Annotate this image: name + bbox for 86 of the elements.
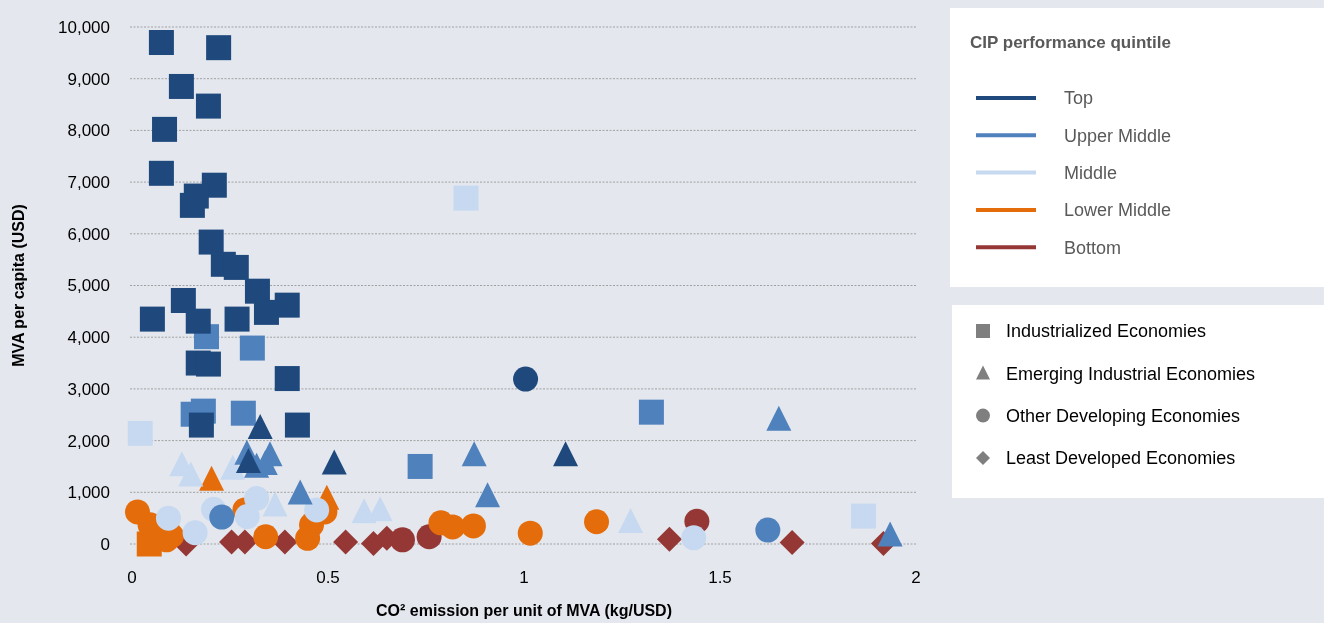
- point: [155, 505, 181, 531]
- point: [407, 453, 433, 479]
- point: [475, 482, 501, 508]
- point: [681, 525, 707, 551]
- legend-label: Upper Middle: [1064, 125, 1172, 146]
- point: [185, 308, 211, 334]
- point: [220, 454, 246, 480]
- point: [755, 517, 781, 543]
- point: [199, 465, 225, 491]
- y-tick-label: 4,000: [67, 328, 110, 348]
- point: [295, 525, 321, 551]
- point: [656, 526, 682, 552]
- point: [168, 73, 194, 99]
- point: [195, 351, 221, 377]
- legend-label: Industrialized Economies: [1006, 321, 1207, 342]
- y-tick-label: 1,000: [67, 483, 110, 503]
- point: [148, 160, 174, 186]
- point: [188, 412, 214, 438]
- point: [244, 486, 270, 511]
- point: [247, 413, 273, 439]
- point: [333, 529, 359, 555]
- point: [850, 503, 876, 529]
- point: [389, 527, 415, 553]
- point: [195, 93, 221, 119]
- legend-label: Middle: [1064, 162, 1118, 183]
- point: [553, 441, 579, 467]
- y-tick-label: 8,000: [67, 121, 110, 141]
- point: [148, 30, 174, 56]
- point: [284, 412, 310, 438]
- legend-label: Emerging Industrial Economies: [1006, 363, 1256, 384]
- x-axis-title: CO² emission per unit of MVA (kg/USD): [375, 602, 673, 619]
- point: [224, 306, 250, 332]
- y-tick-label: 5,000: [67, 276, 110, 296]
- point: [461, 441, 487, 467]
- point: [513, 366, 539, 392]
- point: [235, 448, 261, 474]
- point: [139, 306, 165, 332]
- point: [152, 116, 178, 142]
- point: [170, 287, 196, 313]
- point: [272, 529, 298, 555]
- point: [321, 449, 347, 475]
- x-tick-label: 1: [519, 568, 529, 587]
- point: [779, 529, 805, 555]
- point: [127, 420, 153, 446]
- point: [440, 514, 466, 540]
- y-tick-label: 10,000: [58, 17, 110, 37]
- point: [287, 479, 313, 505]
- y-axis-title: MVA per capita (USD): [10, 204, 27, 367]
- y-tick-label: 3,000: [67, 379, 110, 399]
- legend-label: Bottom: [1064, 237, 1122, 258]
- point: [460, 513, 486, 539]
- legend-label: Other Developing Economies: [1006, 405, 1241, 426]
- point: [584, 509, 610, 535]
- y-tick-label: 7,000: [67, 173, 110, 193]
- point: [262, 491, 288, 517]
- point: [239, 335, 265, 361]
- point: [453, 185, 479, 211]
- point: [179, 192, 205, 218]
- legend-label: Lower Middle: [1064, 200, 1172, 221]
- point: [877, 521, 903, 547]
- point: [223, 254, 249, 280]
- legend-title: CIP performance quintile: [970, 33, 1171, 52]
- point: [178, 461, 204, 487]
- x-tick-label: 1.5: [708, 568, 732, 587]
- legend-label: Least Developed Economies: [1006, 448, 1236, 469]
- point: [274, 366, 300, 392]
- y-tick-label: 9,000: [67, 69, 110, 89]
- y-tick-label: 2,000: [67, 431, 110, 451]
- point: [206, 35, 232, 61]
- point: [618, 508, 644, 534]
- point: [230, 400, 256, 426]
- point: [198, 229, 224, 255]
- point: [182, 520, 208, 546]
- x-tick-label: 0: [127, 568, 137, 587]
- y-tick-label: 6,000: [67, 224, 110, 244]
- x-tick-label: 0.5: [316, 568, 340, 587]
- point: [638, 399, 664, 425]
- point: [517, 520, 543, 546]
- point: [304, 497, 330, 523]
- legend-label: Top: [1064, 88, 1094, 109]
- y-tick-label: 0: [100, 534, 110, 554]
- x-tick-label: 2: [911, 568, 921, 587]
- point: [234, 504, 260, 530]
- point: [766, 405, 792, 431]
- point: [209, 504, 235, 530]
- point: [253, 524, 279, 550]
